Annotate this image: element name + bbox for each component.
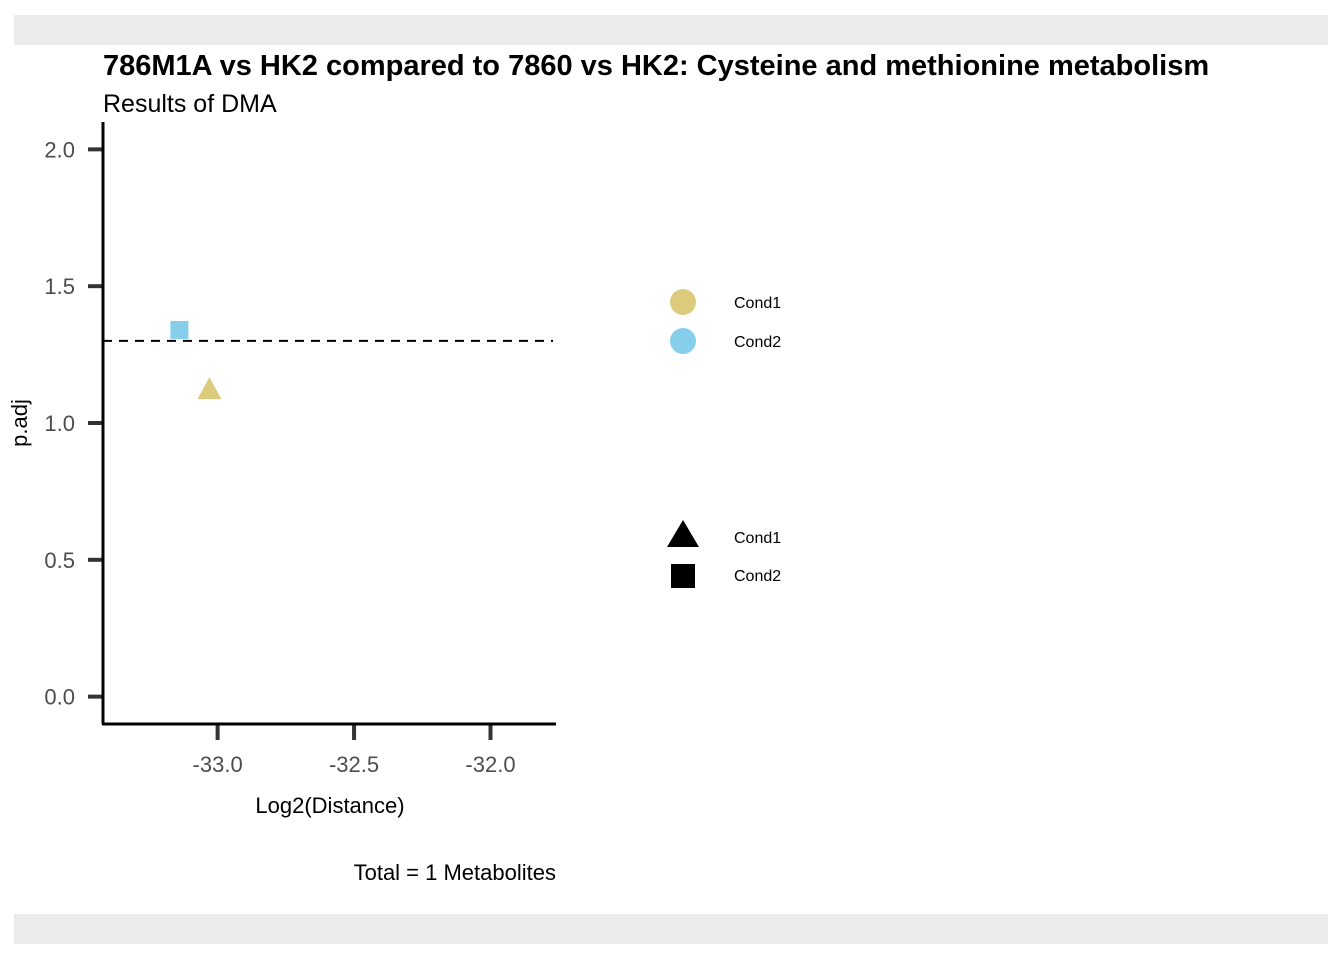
x-axis-ticks: -33.0 -32.5 -32.0: [193, 724, 516, 777]
legend-color-label-cond1: Cond1: [734, 295, 781, 312]
top-strip: [14, 15, 1328, 45]
data-points: [170, 320, 222, 400]
y-tick-label: 1.0: [44, 411, 75, 436]
y-axis-title: p.adj: [7, 399, 32, 447]
legend-shape-triangle: [667, 520, 699, 547]
legend-color-swatch-cond1: [670, 289, 696, 315]
legend-shape-square: [671, 564, 695, 588]
y-tick-label: 0.0: [44, 685, 75, 710]
legend-shape-label-cond2: Cond2: [734, 568, 781, 585]
chart-caption: Total = 1 Metabolites: [354, 860, 556, 885]
data-point-cond2: [170, 320, 189, 339]
x-tick-label: -32.5: [329, 752, 379, 777]
y-tick-label: 2.0: [44, 137, 75, 162]
data-point-cond1: [197, 377, 222, 400]
chart-subtitle: Results of DMA: [103, 90, 277, 118]
bottom-strip: [14, 914, 1328, 944]
x-tick-label: -33.0: [193, 752, 243, 777]
legend-shape-label-cond1: Cond1: [734, 530, 781, 547]
y-tick-label: 1.5: [44, 274, 75, 299]
y-tick-label: 0.5: [44, 548, 75, 573]
legend-color-label-cond2: Cond2: [734, 334, 781, 351]
legend: Cond1 Cond2 Cond1 Cond2: [667, 289, 781, 588]
legend-color-swatch-cond2: [670, 328, 696, 354]
x-axis-title: Log2(Distance): [255, 793, 404, 818]
x-tick-label: -32.0: [465, 752, 515, 777]
chart-title: 786M1A vs HK2 compared to 7860 vs HK2: C…: [103, 50, 1209, 82]
y-axis-ticks: 0.0 0.5 1.0 1.5 2.0: [44, 137, 103, 710]
